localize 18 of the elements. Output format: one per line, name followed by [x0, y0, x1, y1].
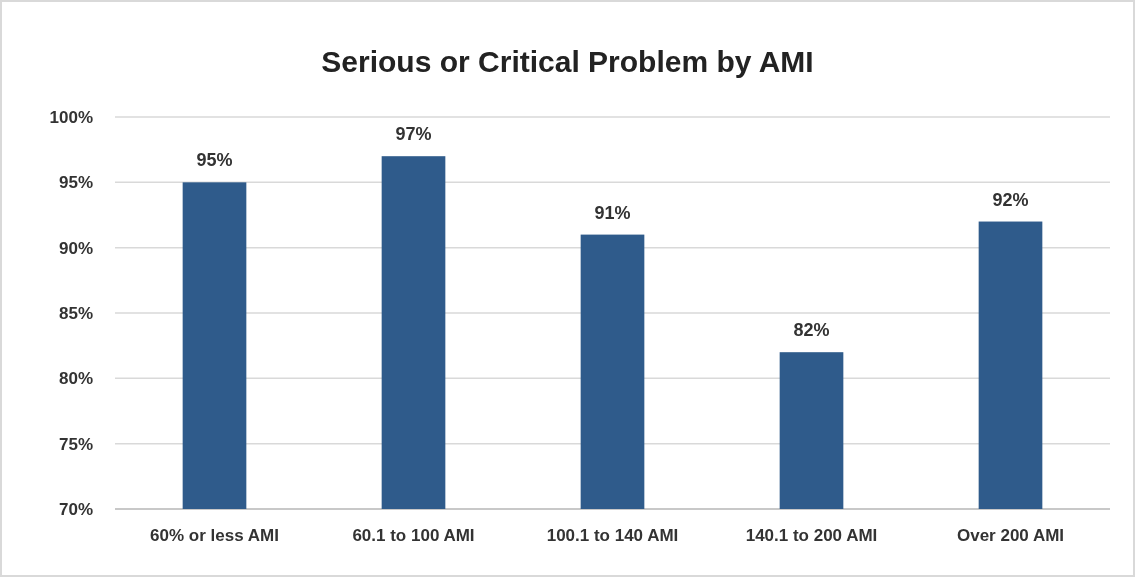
- x-tick-label: Over 200 AMI: [956, 526, 1065, 545]
- y-tick-label: 100%: [49, 107, 93, 127]
- y-tick-label: 75%: [58, 434, 93, 454]
- x-tick-label: 100.1 to 140 AMI: [546, 526, 679, 545]
- data-label: 92%: [992, 189, 1029, 210]
- y-tick-label: 95%: [58, 173, 93, 193]
- y-tick-label: 85%: [58, 303, 93, 323]
- x-tick-label: 60.1 to 100 AMI: [352, 526, 475, 545]
- y-tick-label: 90%: [58, 238, 93, 258]
- data-label: 97%: [395, 124, 432, 145]
- x-tick-label: 140.1 to 200 AMI: [745, 526, 878, 545]
- x-tick-label: 60% or less AMI: [150, 526, 279, 545]
- chart-title: Serious or Critical Problem by AMI: [321, 45, 814, 78]
- data-label: 95%: [196, 150, 233, 171]
- data-label: 91%: [594, 202, 631, 223]
- y-tick-label: 80%: [58, 369, 93, 389]
- data-label: 82%: [793, 320, 830, 341]
- y-tick-label: 70%: [58, 499, 93, 519]
